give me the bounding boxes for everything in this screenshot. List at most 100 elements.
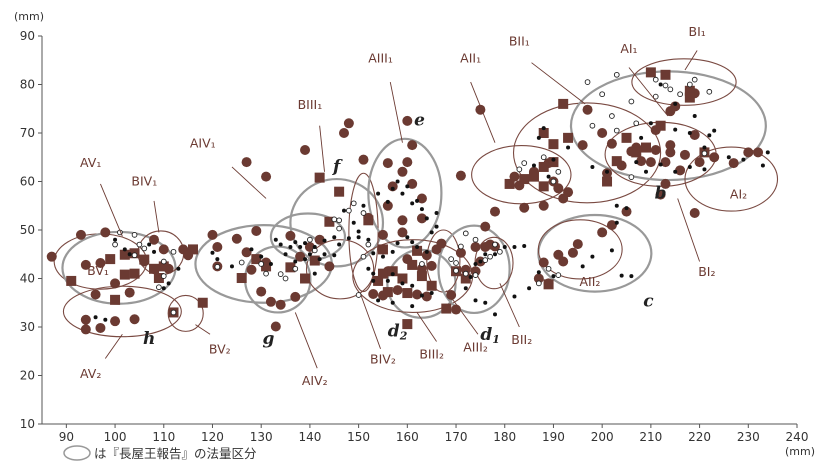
data-point-dot [371, 251, 376, 256]
data-point-circle [231, 233, 242, 244]
group-label: BI₂ [698, 264, 715, 279]
data-point-square [261, 261, 272, 272]
data-point-dot [395, 241, 400, 246]
data-point-dot [380, 254, 385, 259]
data-point-circle [158, 244, 169, 255]
leader-line [470, 81, 496, 143]
group-ellipse [352, 239, 474, 314]
group-label: AIII₂ [463, 339, 488, 354]
group-ellipse [289, 177, 385, 268]
data-point-circle [538, 257, 549, 268]
group-label: AV₂ [80, 366, 101, 381]
data-point-square [397, 273, 408, 284]
group-label: AV₁ [80, 155, 101, 170]
data-point-square [548, 139, 559, 150]
data-point-dot [390, 272, 395, 277]
data-point-open [472, 236, 479, 243]
data-point-dot [288, 244, 293, 249]
data-point-circle [290, 291, 301, 302]
data-point-dot [356, 235, 361, 240]
group-label: BII₂ [511, 332, 532, 347]
data-point-circle [80, 314, 91, 325]
y-tick-label: 70 [20, 126, 35, 140]
data-point-dot [410, 283, 415, 288]
data-point-dot [673, 169, 678, 174]
data-point-dot [346, 236, 351, 241]
data-point-square [377, 244, 388, 255]
data-point-dot [434, 211, 439, 216]
data-point-open [238, 259, 245, 266]
data-point-dot [390, 300, 395, 305]
data-point-dot [590, 254, 595, 259]
y-tick-label: 10 [20, 417, 35, 431]
data-point-square [416, 271, 427, 282]
cluster-label: f [332, 157, 343, 177]
data-point-circle [606, 138, 617, 149]
data-point-dot [307, 252, 312, 257]
data-point-dot [410, 304, 415, 309]
leader-line [195, 324, 211, 335]
data-point-open [263, 270, 269, 277]
data-point-dot [536, 135, 541, 140]
data-point-dot [648, 121, 653, 126]
data-point-circle [295, 251, 306, 262]
data-point-dot [278, 242, 283, 247]
x-tick-label: 130 [250, 430, 273, 444]
data-point-circle [426, 260, 437, 271]
leader-line [416, 312, 437, 342]
data-point-open [677, 91, 683, 98]
data-point-open [160, 273, 167, 279]
data-point-circle [100, 227, 111, 238]
data-point-circle [621, 206, 632, 217]
data-point-circle [553, 183, 564, 194]
leader-line [389, 81, 403, 143]
data-point-circle [421, 250, 432, 261]
data-point-open [462, 270, 469, 277]
data-point-dot [337, 242, 342, 247]
data-point-dot [385, 278, 390, 283]
data-point-dot [371, 271, 376, 276]
x-tick-label: 140 [298, 430, 321, 444]
data-point-square [528, 171, 539, 182]
data-point-open [214, 264, 221, 270]
data-point-dot [113, 237, 118, 242]
data-point-dot [410, 240, 415, 245]
y-unit-label: (mm) [14, 10, 44, 23]
data-point-square [426, 280, 437, 291]
data-point-dot [322, 238, 327, 243]
data-point-dot [366, 266, 371, 271]
data-point-dot [395, 179, 400, 184]
data-point-circle [597, 128, 608, 138]
data-point-circle [412, 289, 423, 300]
data-point-open [701, 150, 708, 157]
data-point-circle [455, 170, 466, 181]
data-point-open [292, 265, 299, 272]
data-point-circle [606, 220, 617, 231]
data-point-dot [332, 253, 337, 258]
data-point-circle [675, 165, 686, 176]
data-point-circle [377, 229, 388, 240]
data-point-dot [590, 164, 595, 169]
group-label: BIV₁ [131, 173, 157, 188]
data-point-circle [460, 264, 471, 275]
data-point-square [285, 262, 296, 273]
data-point-circle [470, 241, 481, 252]
data-point-circle [650, 144, 661, 155]
data-point-open [282, 275, 289, 282]
data-point-square [139, 254, 150, 265]
data-point-circle [490, 206, 500, 217]
data-point-dot [551, 157, 556, 162]
data-point-square [519, 174, 530, 185]
data-point-dot [385, 199, 390, 204]
leader-line [684, 50, 698, 71]
data-point-circle [572, 239, 583, 250]
data-point-circle [455, 247, 466, 258]
data-point-open [652, 76, 659, 83]
group-label: AIV₁ [190, 136, 216, 151]
group-label: AI₁ [620, 41, 637, 56]
data-point-open [555, 168, 562, 175]
data-point-open [540, 154, 547, 161]
data-point-dot [512, 294, 517, 299]
x-tick-label: 100 [104, 430, 127, 444]
data-point-circle [129, 314, 140, 325]
